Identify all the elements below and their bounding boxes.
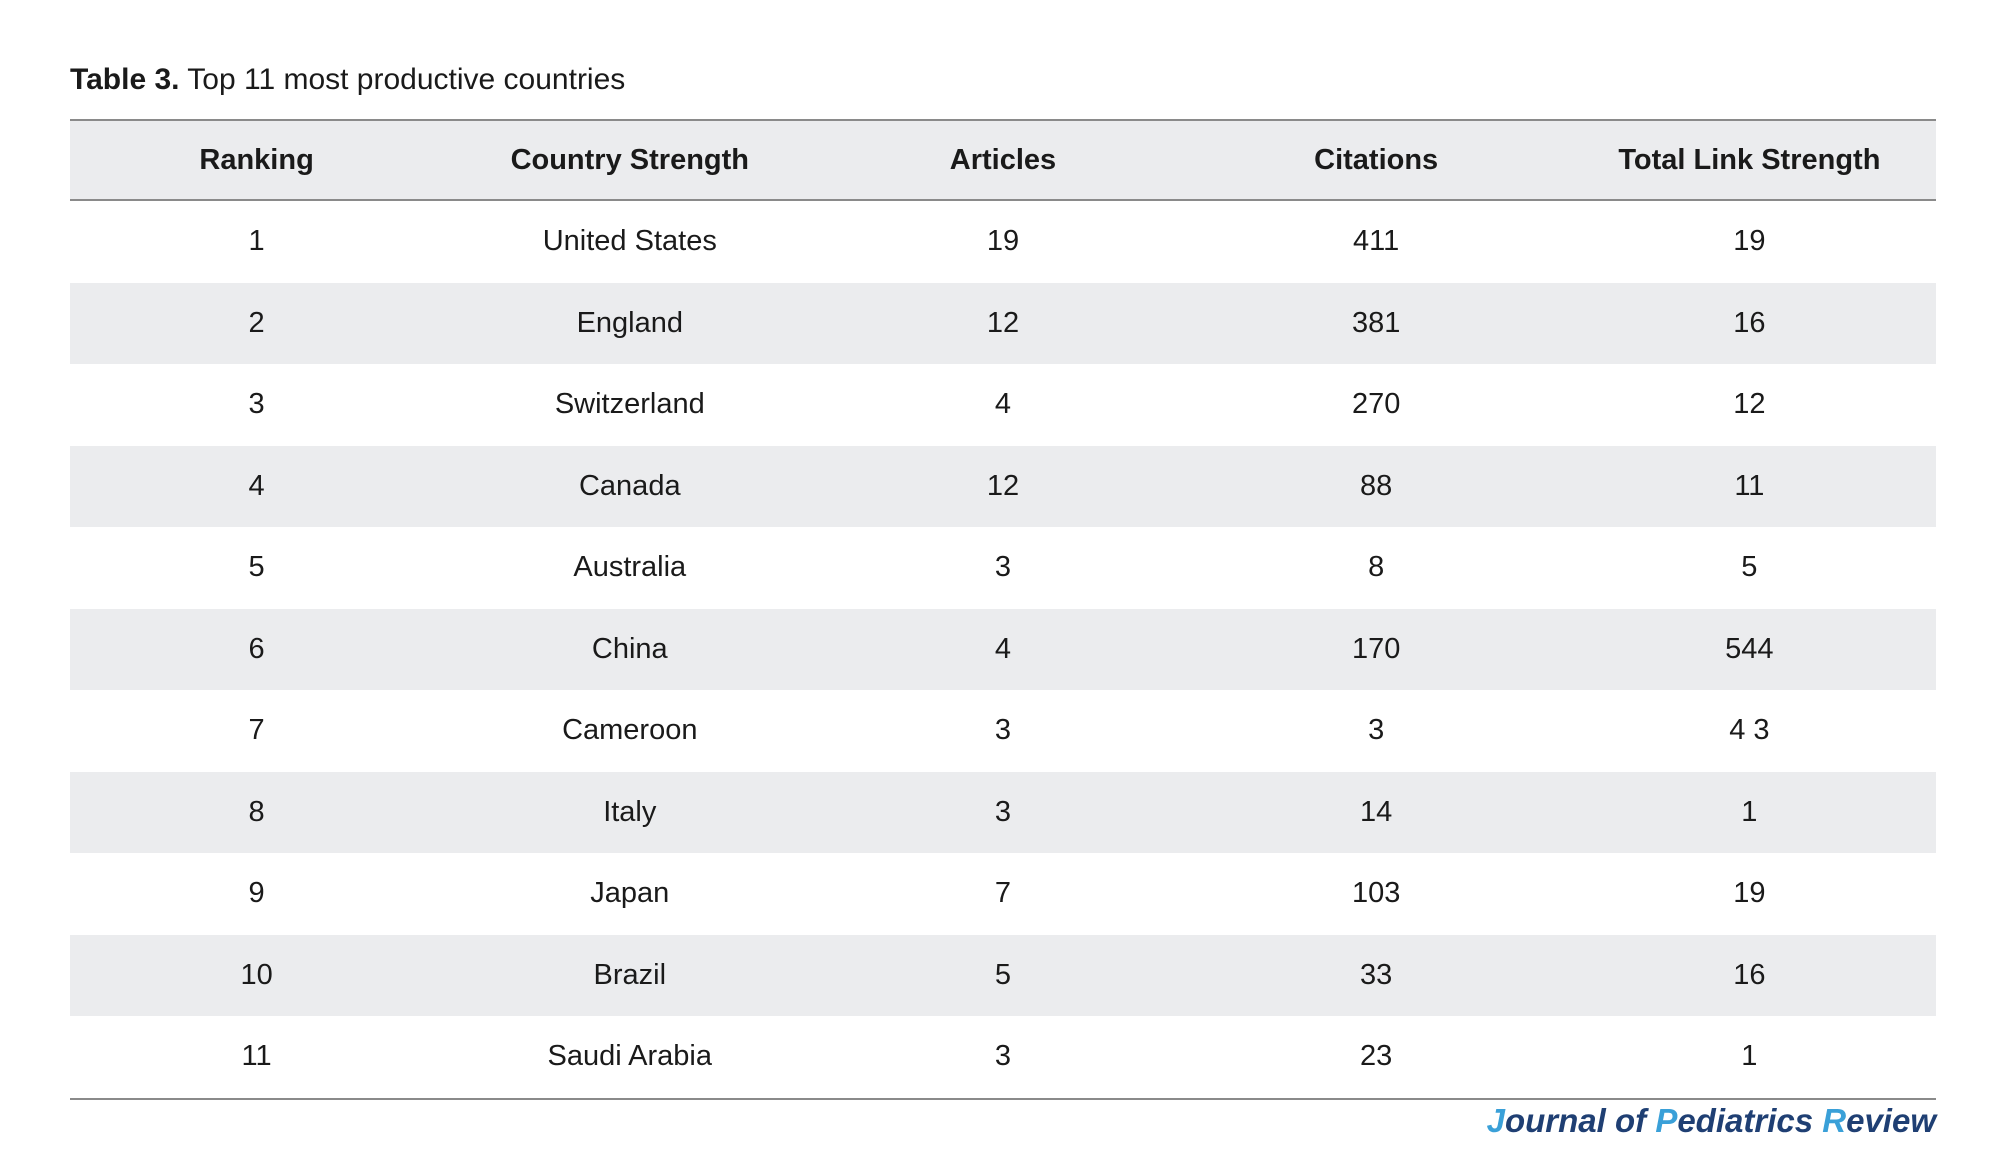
table-header-row: Ranking Country Strength Articles Citati… xyxy=(70,120,1936,200)
cell-ranking: 5 xyxy=(248,551,265,584)
header-citations: Citations xyxy=(1314,143,1439,176)
cell-articles: 5 xyxy=(994,958,1012,991)
cell-country: China xyxy=(591,632,668,665)
journal-name-initial-r: R xyxy=(1822,1102,1847,1139)
journal-name: Journal of Pediatrics Review xyxy=(1487,1102,1936,1140)
cell-ranking: 6 xyxy=(248,632,265,665)
journal-name-initial-p: P xyxy=(1655,1102,1678,1139)
header-articles: Articles xyxy=(949,143,1057,176)
table-row: 2 England 12 381 16 xyxy=(70,282,1936,364)
table-row: 5 Australia 3 8 5 xyxy=(70,527,1936,609)
cell-total-link-strength: 19 xyxy=(1733,225,1766,258)
table-caption-label: Table 3. xyxy=(70,63,180,96)
cell-articles: 4 xyxy=(994,388,1012,421)
cell-country: Italy xyxy=(603,795,657,828)
cell-ranking: 1 xyxy=(248,225,265,258)
journal-name-part-ediatrics: ediatrics xyxy=(1677,1102,1823,1139)
cell-citations: 411 xyxy=(1353,225,1400,258)
cell-total-link-strength: 1 xyxy=(1741,795,1758,828)
table-row: 4 Canada 12 88 11 xyxy=(70,445,1936,527)
cell-country: United States xyxy=(542,225,717,258)
cell-ranking: 10 xyxy=(240,958,273,991)
table-row: 1 United States 19 411 19 xyxy=(70,200,1936,283)
table-row: 7 Cameroon 3 3 4 3 xyxy=(70,690,1936,772)
cell-country: Japan xyxy=(590,877,670,910)
journal-name-initial-j: J xyxy=(1486,1102,1505,1139)
cell-articles: 19 xyxy=(986,225,1020,258)
cell-articles: 12 xyxy=(986,306,1020,339)
journal-name-part-ournal-of: ournal of xyxy=(1504,1102,1656,1139)
header-total-link-strength: Total Link Strength xyxy=(1618,143,1881,176)
cell-citations: 3 xyxy=(1368,714,1385,747)
cell-total-link-strength: 5 xyxy=(1741,551,1758,584)
cell-country: Brazil xyxy=(593,958,667,991)
cell-total-link-strength: 4 3 xyxy=(1729,714,1770,747)
header-country-strength: Country Strength xyxy=(510,143,749,176)
cell-citations: 14 xyxy=(1360,795,1393,828)
table-row: 6 China 4 170 544 xyxy=(70,608,1936,690)
cell-citations: 170 xyxy=(1351,632,1401,665)
cell-citations: 23 xyxy=(1360,1040,1393,1073)
cell-total-link-strength: 19 xyxy=(1733,877,1766,910)
cell-articles: 3 xyxy=(994,795,1012,828)
cell-total-link-strength: 1 xyxy=(1741,1040,1758,1073)
cell-ranking: 2 xyxy=(248,306,265,339)
cell-citations: 270 xyxy=(1351,388,1401,421)
cell-articles: 12 xyxy=(986,469,1020,502)
countries-table-container: Ranking Country Strength Articles Citati… xyxy=(70,119,1936,1100)
cell-ranking: 8 xyxy=(248,795,265,828)
table-caption-text: Top 11 most productive countries xyxy=(187,63,626,96)
table-row: 11 Saudi Arabia 3 23 1 xyxy=(70,1016,1936,1099)
cell-country: England xyxy=(576,306,683,339)
cell-citations: 8 xyxy=(1368,551,1385,584)
cell-ranking: 3 xyxy=(248,388,265,421)
table-row: 3 Switzerland 4 270 12 xyxy=(70,364,1936,446)
cell-country: Australia xyxy=(573,551,687,584)
journal-name-part-eview: eview xyxy=(1846,1102,1936,1139)
table-caption: Table 3. Top 11 most productive countrie… xyxy=(70,58,625,102)
cell-total-link-strength: 544 xyxy=(1725,632,1774,665)
cell-ranking: 4 xyxy=(248,469,265,502)
cell-total-link-strength: 16 xyxy=(1733,958,1766,991)
cell-citations: 381 xyxy=(1351,306,1401,339)
cell-ranking: 9 xyxy=(248,877,265,910)
cell-total-link-strength: 11 xyxy=(1734,469,1765,502)
table-row: 10 Brazil 5 33 16 xyxy=(70,934,1936,1016)
table-header: Ranking Country Strength Articles Citati… xyxy=(70,120,1936,200)
cell-articles: 3 xyxy=(994,1040,1012,1073)
cell-country: Canada xyxy=(578,469,681,502)
cell-citations: 33 xyxy=(1360,958,1393,991)
cell-articles: 3 xyxy=(994,551,1012,584)
cell-total-link-strength: 16 xyxy=(1733,306,1766,339)
countries-table: Ranking Country Strength Articles Citati… xyxy=(70,119,1936,1100)
cell-citations: 88 xyxy=(1360,469,1393,502)
cell-ranking: 11 xyxy=(241,1040,272,1073)
cell-country: Cameroon xyxy=(562,714,698,747)
cell-citations: 103 xyxy=(1351,877,1401,910)
table-row: 9 Japan 7 103 19 xyxy=(70,853,1936,935)
cell-articles: 3 xyxy=(994,714,1012,747)
table-body: 1 United States 19 411 19 2 England 12 3… xyxy=(70,200,1936,1099)
cell-ranking: 7 xyxy=(248,714,265,747)
cell-articles: 7 xyxy=(994,877,1012,910)
header-ranking: Ranking xyxy=(199,143,314,176)
table-row: 8 Italy 3 14 1 xyxy=(70,771,1936,853)
cell-total-link-strength: 12 xyxy=(1733,388,1766,421)
cell-country: Switzerland xyxy=(554,388,705,421)
cell-country: Saudi Arabia xyxy=(547,1040,713,1073)
cell-articles: 4 xyxy=(994,632,1012,665)
